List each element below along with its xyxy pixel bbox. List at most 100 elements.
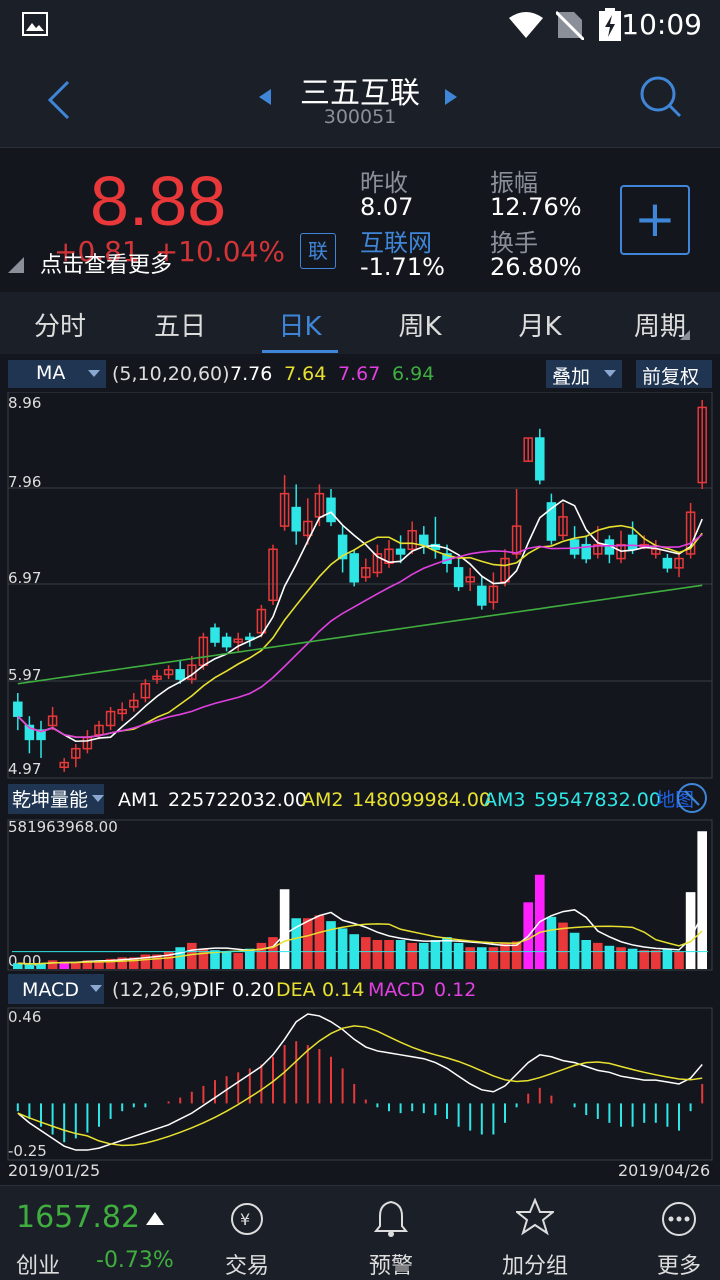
tab-five-day[interactable]: 五日 [153, 312, 206, 342]
quote-panel[interactable]: 8.88 +0.81 +10.04% 点击查看更多 联 昨收 8.07 互联网 … [0, 149, 720, 292]
price-change-row: +0.81 +10.04% [54, 235, 285, 268]
tab-weekly-k[interactable]: 周K [398, 312, 442, 342]
nav-alert[interactable]: 预警 [368, 1254, 413, 1279]
ma60-value: 6.94 [392, 363, 435, 385]
ma10-value: 7.64 [284, 363, 327, 385]
adjust-button[interactable]: 前复权 [636, 360, 712, 388]
volume-bar [268, 937, 278, 969]
dea-label: DEA [276, 979, 316, 1001]
am3-value: 59547832.00 [534, 789, 661, 811]
nav-more[interactable]: 更多 [656, 1254, 701, 1279]
dif-line [17, 1013, 703, 1151]
tab-monthly-k[interactable]: 月K [518, 312, 562, 342]
dropdown-icon [88, 370, 100, 377]
candle-body [13, 701, 23, 717]
dropdown-icon [604, 370, 616, 377]
amplitude-value: 12.76% [490, 193, 582, 221]
volume-frame [7, 819, 713, 971]
am2-label: AM2 [302, 789, 343, 811]
tab-period[interactable]: 周期 [633, 312, 686, 342]
nav-add-group[interactable]: 加分组 [501, 1254, 568, 1279]
current-price: 8.88 [90, 162, 227, 240]
volume-bar [500, 942, 510, 969]
lian-button[interactable]: 联 [300, 233, 336, 269]
index-value[interactable]: 1657.82 [16, 1200, 141, 1235]
candle-body [94, 724, 104, 736]
volume-bar [314, 915, 325, 969]
amplitude-label: 振幅 [490, 169, 538, 197]
volume-bar [477, 947, 487, 969]
sector-link[interactable]: 互联网 [360, 229, 432, 257]
battery-charging-icon [599, 8, 621, 41]
expand-icon[interactable] [677, 783, 707, 813]
active-tab-indicator [262, 350, 338, 353]
kline-y-label: 8.96 [8, 394, 41, 412]
volume-bar [639, 950, 649, 969]
candle-body [326, 497, 336, 523]
dea-value: 0.14 [322, 979, 364, 1001]
ma-selector[interactable]: MA [8, 360, 106, 388]
candle-body [372, 553, 383, 574]
prev-close-label: 昨收 [360, 169, 408, 197]
overlay-selector[interactable]: 叠加 [546, 360, 622, 388]
prev-stock-icon[interactable] [258, 88, 272, 106]
volume-bar [337, 928, 348, 969]
candle-body [465, 576, 475, 583]
nav-trade[interactable]: 交易 [224, 1254, 269, 1279]
map-link[interactable]: 地图 [656, 789, 694, 811]
chart-area[interactable]: 8.96 7.96 6.97 5.97 4.97 乾坤量能 AM1 225722… [0, 392, 720, 1182]
tab-daily-k[interactable]: 日K [278, 312, 322, 342]
candle-body [117, 708, 127, 715]
star-icon[interactable] [516, 1198, 554, 1236]
index-name: 创业 [16, 1254, 61, 1279]
next-stock-icon[interactable] [444, 88, 458, 106]
candle-body [71, 747, 81, 759]
kline-y-label: 5.97 [8, 666, 41, 684]
candle-body [523, 437, 533, 462]
stock-name: 三五互联 [300, 76, 420, 111]
volume-bar [407, 942, 417, 969]
macd-y-min: -0.25 [8, 1142, 47, 1160]
volume-bar [465, 947, 475, 969]
candle-body [511, 525, 522, 555]
trade-icon[interactable]: ¥ [228, 1200, 266, 1238]
volume-bar [430, 940, 441, 969]
ma5-line [17, 499, 703, 743]
search-icon[interactable] [638, 74, 684, 120]
candle-body [569, 539, 580, 555]
volume-bar [419, 942, 429, 969]
volume-bar [105, 958, 116, 969]
more-icon[interactable] [660, 1200, 698, 1238]
volume-bar [442, 937, 452, 969]
add-watchlist-button[interactable]: + [620, 185, 690, 255]
status-bar: 10:09 [0, 0, 720, 52]
macd-lines [17, 1013, 703, 1151]
candle-body [384, 548, 394, 564]
candle-body [36, 729, 46, 741]
volume-bar [36, 963, 46, 969]
back-icon[interactable] [44, 78, 74, 122]
tab-intraday[interactable]: 分时 [33, 312, 86, 342]
bell-icon[interactable] [374, 1198, 408, 1238]
bottom-bar: 1657.82 创业 -0.73% ¥ 交易 预警 加分组 更多 [0, 1185, 720, 1280]
overlay-label: 叠加 [552, 366, 591, 388]
volume-bar [395, 940, 406, 969]
candle-body [593, 543, 603, 555]
sector-pct: -1.71% [360, 253, 445, 281]
volume-selector[interactable] [8, 784, 104, 814]
more-tip[interactable]: 点击查看更多 [40, 253, 173, 278]
volume-bar [511, 941, 522, 969]
volume-bar [94, 960, 104, 969]
expand-icon-arrow [684, 790, 700, 806]
dropdown-icon [92, 795, 104, 802]
macd-selector[interactable] [8, 974, 104, 1004]
volume-bar [674, 951, 684, 969]
volume-bar [546, 916, 557, 969]
candle-body [488, 585, 499, 603]
stock-code: 300051 [323, 106, 397, 128]
candle-body [303, 520, 313, 537]
volume-bar [245, 948, 255, 969]
index-pct: -0.73% [96, 1248, 174, 1273]
candle-body [546, 502, 557, 541]
macd-info-bar: MACD (12,26,9) DIF 0.20 DEA 0.14 MACD 0.… [8, 974, 476, 1004]
